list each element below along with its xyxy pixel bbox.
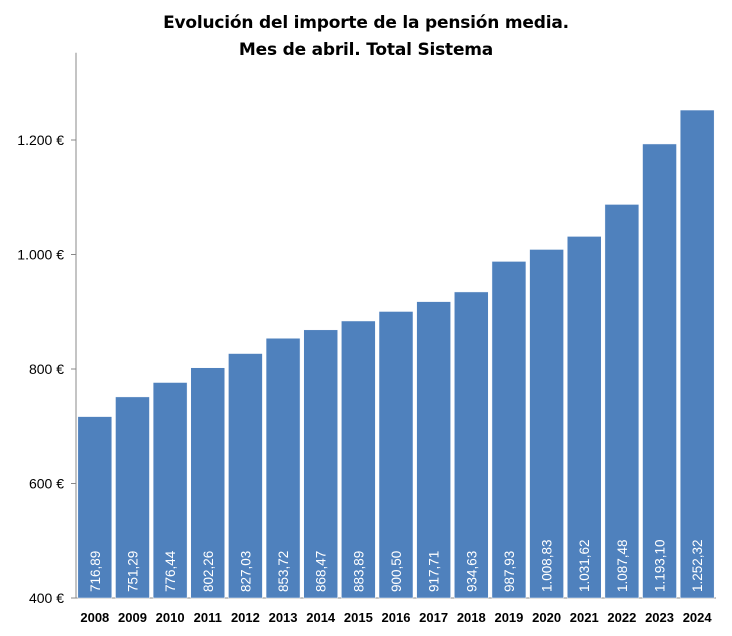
bar: [303, 329, 338, 599]
bar: [529, 249, 564, 599]
y-tick-label: 600 €: [29, 476, 64, 492]
bar-value-label: 1.008,83: [540, 539, 555, 592]
y-tick-label: 1.000 €: [17, 247, 64, 263]
x-tick-label: 2014: [306, 610, 336, 625]
bar-value-label: 1.031,62: [577, 539, 592, 592]
bar: [491, 261, 527, 599]
x-tick-label: 2022: [607, 610, 636, 625]
bar: [190, 367, 226, 599]
chart-subtitle: Mes de abril. Total Sistema: [238, 40, 494, 60]
bar-value-label: 917,71: [427, 551, 442, 592]
bar: [604, 204, 640, 599]
x-tick-label: 2013: [269, 610, 298, 625]
bar-value-label: 1.252,32: [690, 539, 705, 592]
x-tick-label: 2020: [532, 610, 561, 625]
y-tick-label: 400 €: [29, 590, 64, 606]
x-tick-label: 2024: [683, 610, 713, 625]
x-tick-label: 2023: [645, 610, 674, 625]
bar: [642, 143, 677, 599]
bar: [115, 396, 150, 599]
bar-value-label: 716,89: [88, 551, 103, 592]
bar: [341, 320, 376, 599]
bar-value-label: 883,89: [351, 551, 366, 592]
y-axis-ticks: 400 € 600 € 800 € 1.000 € 1.200 €: [17, 132, 76, 606]
x-axis-ticks: 2008 2009 2010 2011 2012 2013 2014 2015 2016 2017…: [80, 610, 712, 625]
bar-value-label: 827,03: [238, 551, 253, 592]
bar: [77, 416, 113, 599]
x-tick-label: 2010: [156, 610, 185, 625]
bar-value-label: 751,29: [125, 551, 140, 592]
bar-value-label: 853,72: [276, 551, 291, 592]
x-tick-label: 2009: [118, 610, 147, 625]
y-tick-label: 1.200 €: [17, 132, 64, 148]
x-tick-label: 2019: [494, 610, 523, 625]
bar-value-label: 934,63: [464, 551, 479, 592]
bar: [416, 301, 451, 599]
bar-value-label: 900,50: [389, 551, 404, 592]
x-tick-label: 2018: [457, 610, 486, 625]
bar-value-label: 1.087,48: [615, 539, 630, 592]
chart-title: Evolución del importe de la pensión medi…: [163, 13, 569, 33]
bar: [152, 382, 188, 599]
bar: [566, 236, 602, 599]
bar-value-label: 868,47: [314, 551, 329, 592]
y-tick-label: 800 €: [29, 361, 64, 377]
bar-value-label: 1.193,10: [653, 539, 668, 592]
x-tick-label: 2011: [194, 610, 222, 625]
bar: [228, 353, 263, 599]
x-tick-label: 2017: [419, 610, 448, 625]
bar: [454, 291, 489, 599]
bar-labels: 716,89 751,29 776,44 802,26 827,03 853,72 868,…: [88, 539, 705, 592]
x-tick-label: 2021: [570, 610, 599, 625]
x-tick-label: 2012: [231, 610, 260, 625]
bar: [679, 109, 715, 599]
bar: [265, 337, 301, 599]
bar: [378, 311, 414, 599]
bar-value-label: 802,26: [201, 551, 216, 592]
bar-value-label: 987,93: [502, 551, 517, 592]
x-tick-label: 2015: [344, 610, 373, 625]
x-tick-label: 2008: [80, 610, 109, 625]
x-tick-label: 2016: [382, 610, 411, 625]
bar-value-label: 776,44: [163, 550, 178, 592]
bars: [77, 109, 715, 599]
